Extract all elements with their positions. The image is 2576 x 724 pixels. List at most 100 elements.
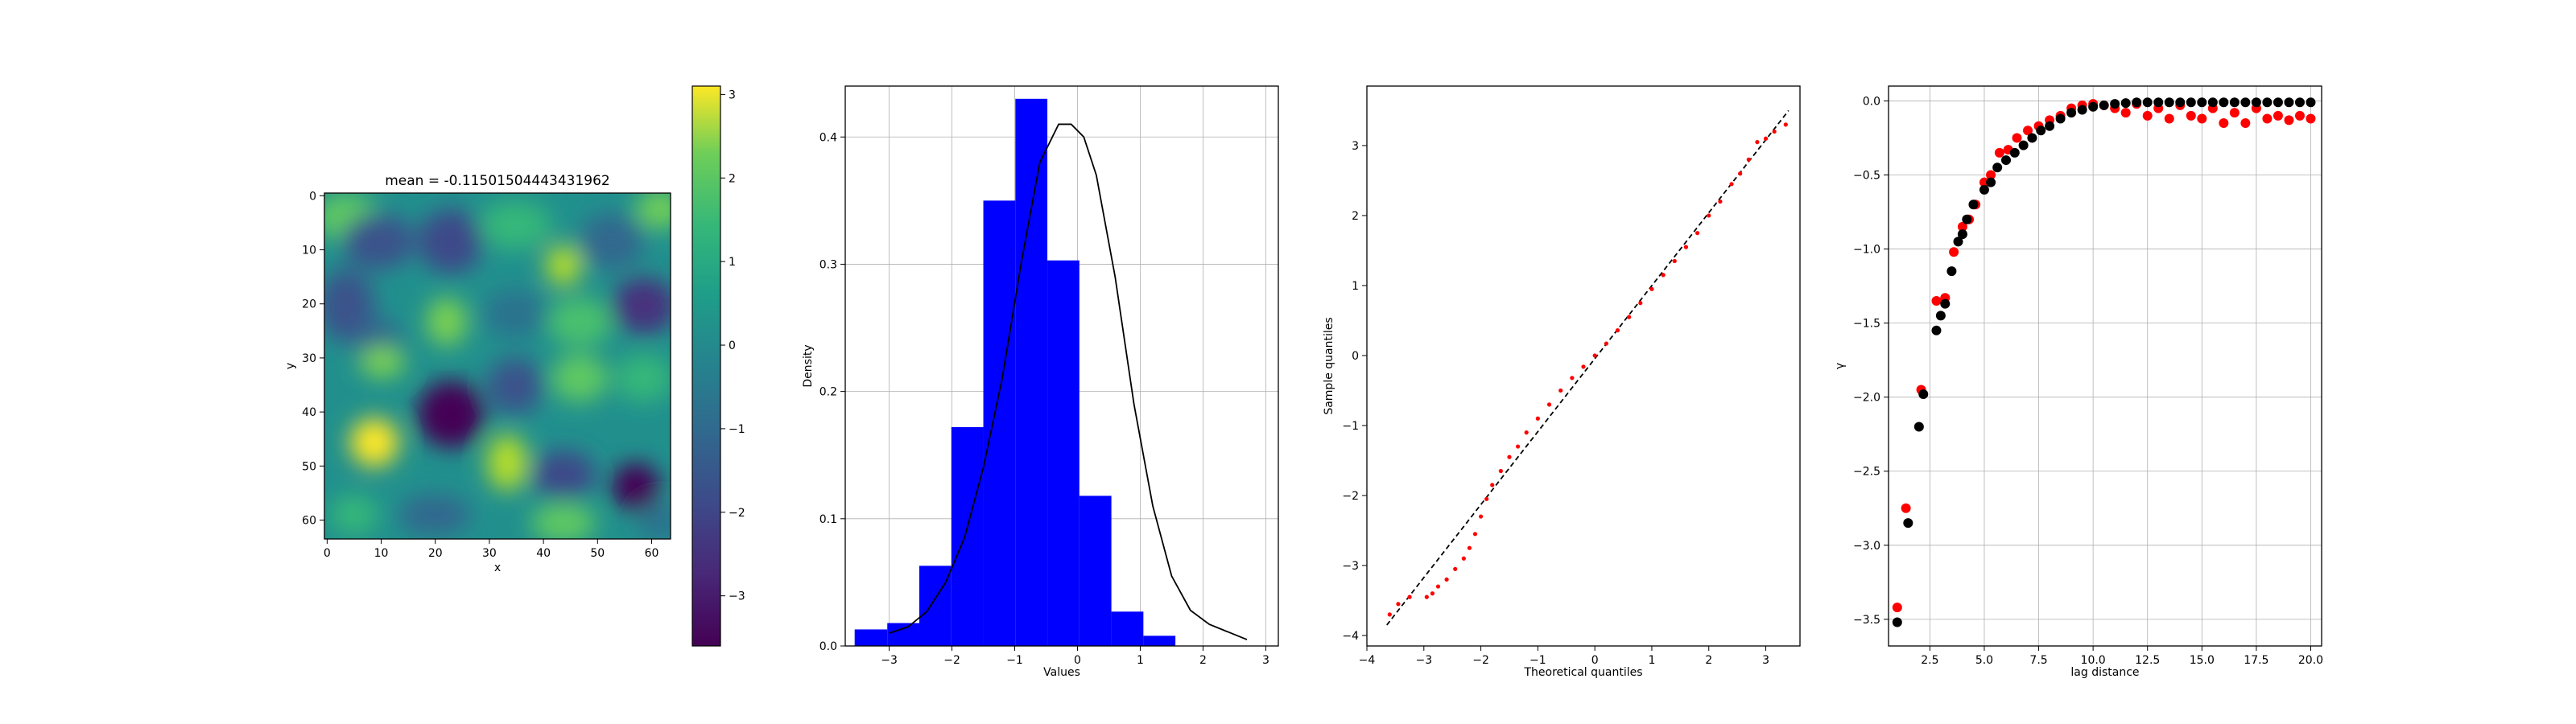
histogram-x-tick-label: −2 — [943, 654, 960, 667]
histogram-bar — [887, 623, 920, 646]
variogram-point-red — [2023, 125, 2033, 136]
variogram-points — [1892, 97, 2316, 627]
qq-y-label: Sample quantiles — [1323, 317, 1335, 414]
variogram-point-black — [2066, 108, 2077, 118]
qq-y-tick-label: 2 — [1352, 210, 1359, 223]
variogram-grid — [1889, 86, 2322, 646]
variogram-point-red — [2197, 113, 2207, 124]
histogram-y-tick-label: 0.4 — [819, 131, 837, 144]
heatmap-panel: mean = -0.11501504443431962 — [284, 85, 745, 647]
histogram-x-tick-label: 1 — [1137, 654, 1144, 667]
variogram-point-red — [1892, 603, 1902, 613]
qq-panel: −4 −3 −2 −1 0 1 2 3 −4 −3 −2 −1 0 1 2 3 Theoretical qua… — [1323, 85, 1801, 679]
qq-points — [1387, 122, 1788, 617]
variogram-point-black — [2164, 97, 2174, 108]
histogram-bar — [983, 200, 1016, 646]
variogram-point-red — [2186, 110, 2196, 121]
qq-x-tick-label: −3 — [1415, 654, 1432, 667]
qq-point — [1783, 122, 1788, 127]
qq-frame — [1366, 85, 1801, 647]
qq-y-tick-label: −1 — [1342, 420, 1359, 433]
variogram-point-red — [2120, 108, 2131, 118]
heatmap-x-tick-label: 0 — [324, 547, 331, 560]
variogram-point-black — [1903, 518, 1913, 529]
qq-point — [1535, 416, 1540, 421]
qq-point — [1430, 591, 1435, 596]
histogram-y-tick-label: 0.1 — [819, 513, 837, 526]
variogram-point-black — [2120, 98, 2131, 109]
variogram-x-tick-label: 12.5 — [2135, 654, 2160, 667]
heatmap-x-ticks: 0 10 20 30 40 50 60 — [324, 539, 658, 560]
variogram-point-red — [2142, 110, 2153, 121]
variogram-point-black — [2273, 97, 2283, 108]
variogram-point-black — [1935, 311, 1946, 321]
variogram-point-black — [2027, 133, 2037, 143]
heatmap-x-tick-label: 10 — [374, 547, 389, 560]
qq-y-tick-label: 0 — [1352, 350, 1359, 363]
qq-point — [1407, 594, 1412, 599]
variogram-point-black — [2088, 101, 2099, 112]
qq-point — [1729, 182, 1734, 187]
variogram-point-black — [2262, 97, 2273, 108]
qq-point — [1546, 402, 1552, 407]
histogram-bar — [919, 566, 952, 646]
qq-point — [1672, 258, 1677, 264]
heatmap-x-tick-label: 20 — [428, 547, 443, 560]
histogram-x-tick-label: −1 — [1006, 654, 1023, 667]
variogram-point-black — [2077, 105, 2087, 115]
variogram-point-red — [2284, 115, 2294, 125]
qq-point — [1695, 231, 1700, 236]
variogram-point-red — [2262, 113, 2273, 124]
heatmap-frame — [324, 192, 671, 540]
heatmap-x-tick-label: 50 — [590, 547, 605, 560]
qq-point — [1581, 364, 1586, 369]
histogram-bar — [1015, 98, 1048, 647]
variogram-point-black — [2099, 100, 2109, 110]
density-curve — [889, 123, 1248, 640]
variogram-point-black — [2153, 97, 2164, 108]
qq-point — [1615, 328, 1620, 333]
variogram-point-red — [2306, 113, 2316, 124]
variogram-ticks: 2.5 5.0 7.5 10.0 12.5 15.0 17.5 20.0 0.0 −0.5 −1.0… — [1853, 95, 2323, 667]
variogram-point-red — [1957, 221, 1967, 232]
heatmap-image — [324, 193, 671, 539]
qq-point — [1498, 468, 1503, 474]
histogram-bars — [854, 98, 1176, 647]
qq-x-tick-label: 1 — [1648, 654, 1655, 667]
variogram-point-red — [1986, 170, 1996, 180]
qq-point — [1604, 341, 1608, 346]
histogram-bar — [1047, 260, 1080, 646]
variogram-point-black — [2036, 125, 2046, 136]
qq-x-tick-label: −2 — [1472, 654, 1489, 667]
qq-point — [1524, 430, 1529, 435]
variogram-point-black — [2132, 97, 2142, 108]
histogram-bar — [951, 426, 984, 646]
variogram-point-black — [2009, 147, 2020, 158]
heatmap-y-tick-label: 50 — [302, 460, 316, 473]
qq-y-tick-label: −2 — [1342, 490, 1359, 503]
variogram-point-black — [2251, 97, 2261, 108]
variogram-x-tick-label: 5.0 — [1975, 654, 1993, 667]
variogram-point-black — [2175, 97, 2186, 108]
qq-reference-line — [1386, 109, 1790, 626]
qq-point — [1472, 532, 1478, 537]
histogram-x-tick-label: −3 — [881, 654, 898, 667]
variogram-y-tick-label: −2.5 — [1853, 466, 1880, 479]
variogram-point-black — [2197, 97, 2207, 108]
histogram-bar — [1143, 636, 1176, 646]
qq-point — [1467, 545, 1472, 550]
variogram-point-red — [2164, 113, 2174, 124]
colorbar-gradient — [691, 85, 721, 647]
variogram-point-red — [2219, 118, 2229, 129]
variogram-point-red — [1949, 247, 1959, 257]
histogram-x-tick-label: 0 — [1074, 654, 1081, 667]
qq-point — [1627, 315, 1632, 319]
variogram-point-black — [1992, 162, 2003, 173]
qq-point — [1387, 612, 1392, 617]
qq-point — [1638, 301, 1643, 306]
variogram-point-red — [2294, 110, 2305, 121]
variogram-point-black — [1913, 422, 1924, 432]
qq-point — [1461, 556, 1466, 561]
qq-point — [1444, 577, 1449, 582]
variogram-y-tick-label: 0.0 — [1863, 95, 1880, 108]
